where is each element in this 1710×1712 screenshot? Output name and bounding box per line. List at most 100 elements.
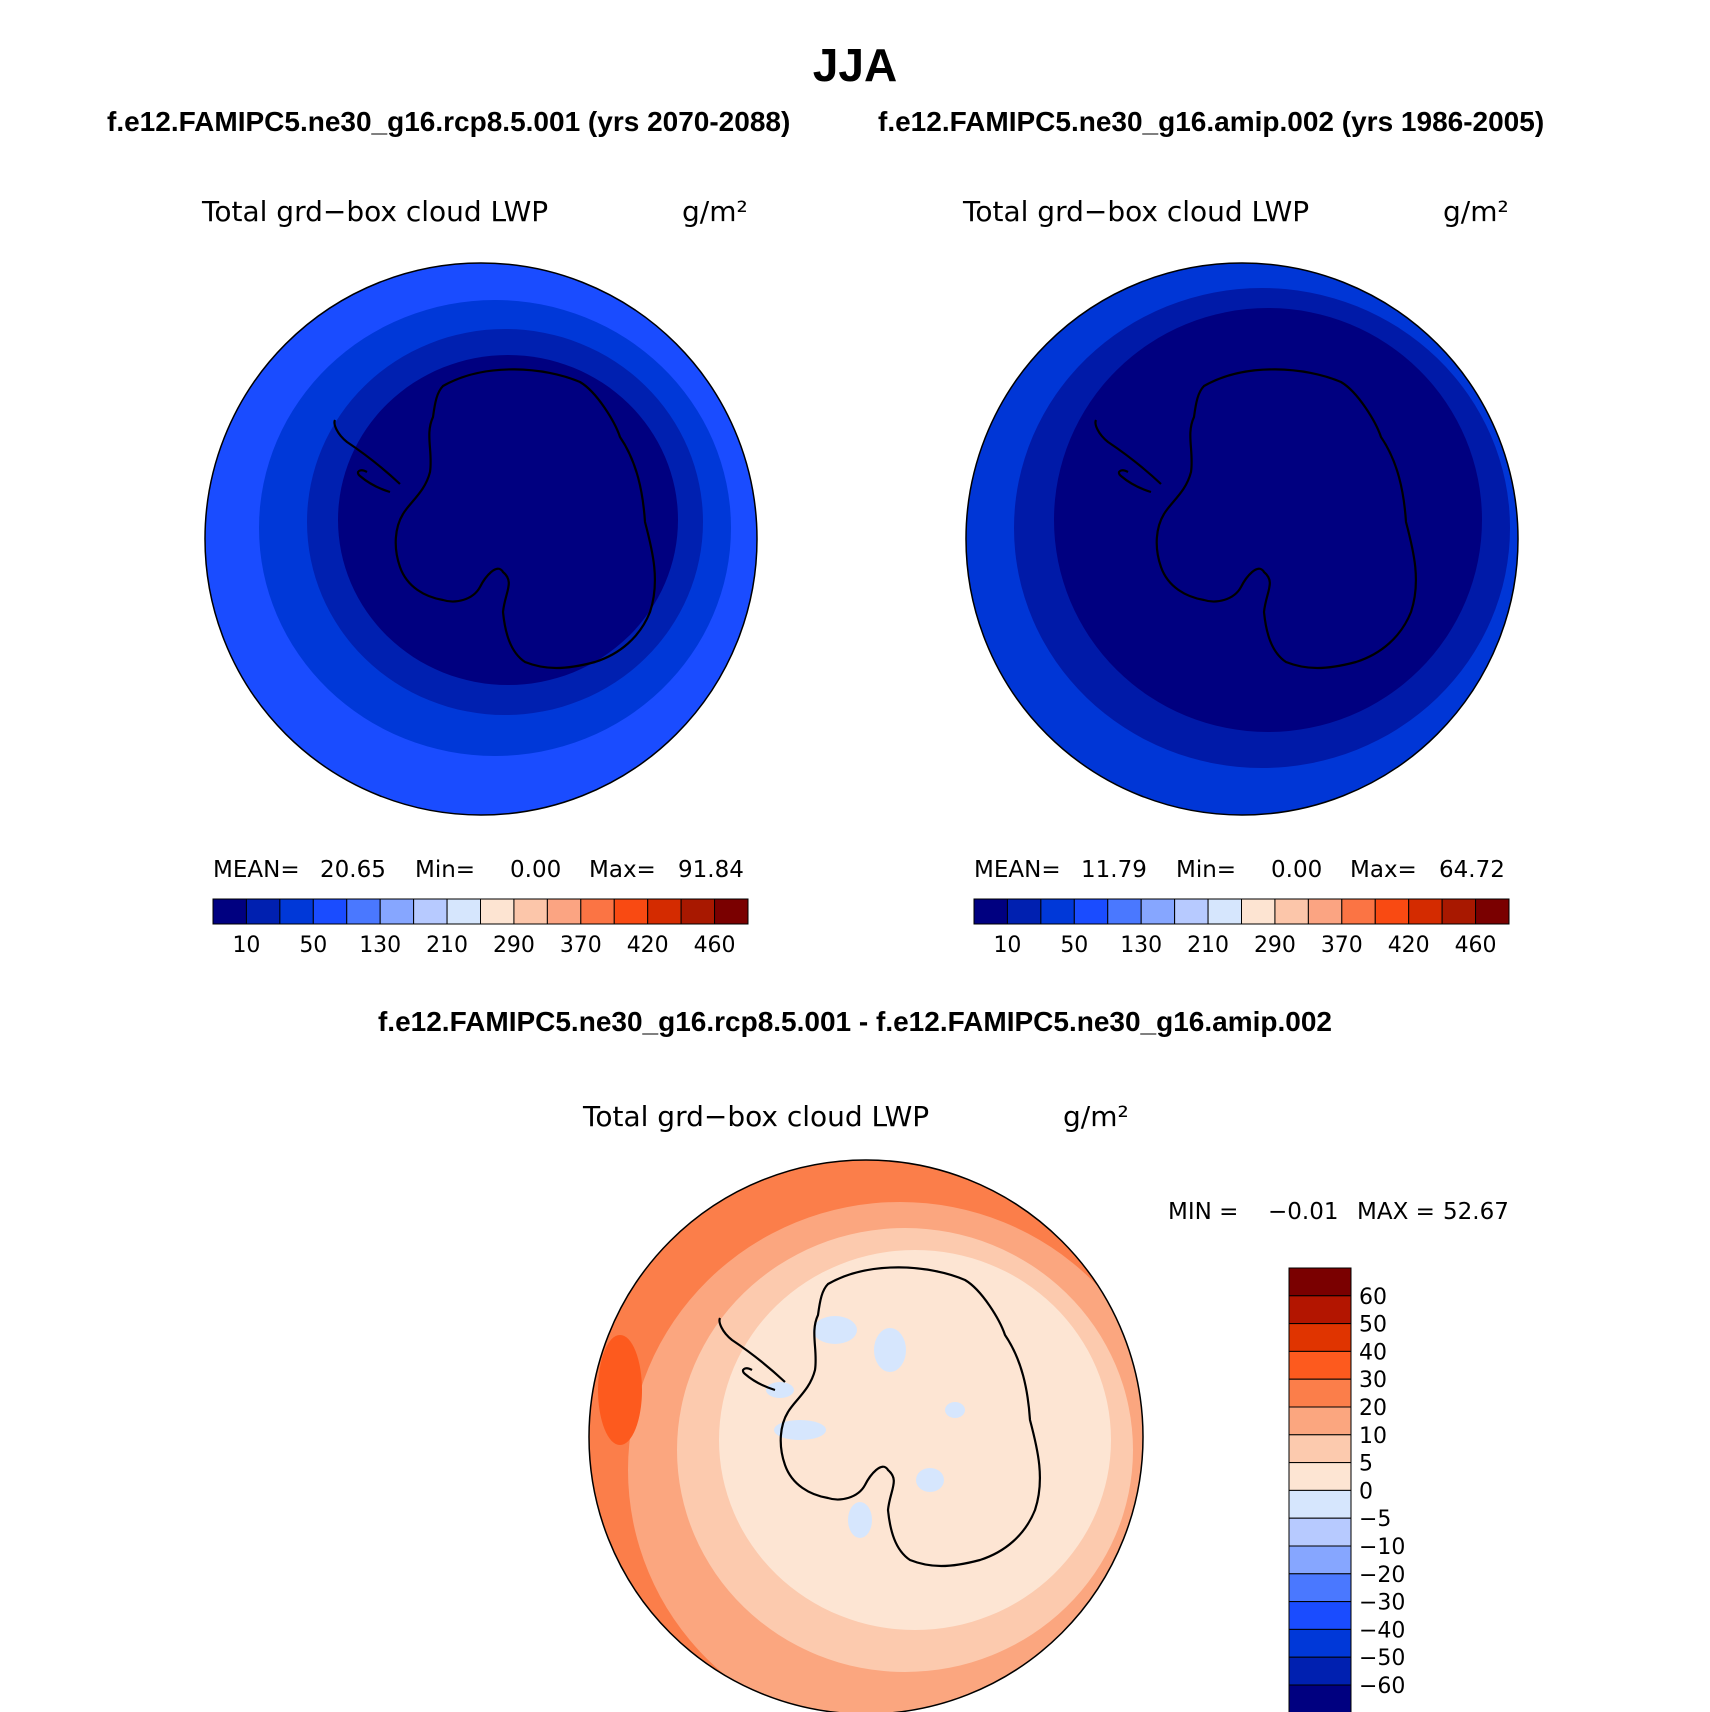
panel1-colorbar-tick-label: 460	[694, 933, 736, 958]
panel1-colorbar-box	[346, 898, 381, 925]
difference-colorbar-box	[1288, 1406, 1352, 1436]
panel2-mean-label: MEAN=	[974, 857, 1061, 883]
panel1-colorbar-box	[714, 898, 749, 925]
difference-colorbar-tick-label: 40	[1359, 1340, 1387, 1365]
panel1-colorbar-box	[279, 898, 314, 925]
panel2-colorbar-box	[1408, 898, 1443, 925]
panel1-mean-value: 20.65	[320, 857, 386, 883]
difference-colorbar-box	[1288, 1489, 1352, 1519]
panel2-colorbar-box	[1040, 898, 1075, 925]
difference-colorbar-tick-label: 10	[1359, 1424, 1387, 1449]
difference-colorbar-box	[1288, 1462, 1352, 1491]
panel2-colorbar-tick-label: 10	[993, 933, 1021, 958]
panel2-colorbar-box	[1475, 898, 1510, 925]
panel2-min-label: Min=	[1176, 857, 1237, 883]
case2-title: f.e12.FAMIPC5.ne30_g16.amip.002 (yrs 198…	[878, 106, 1545, 137]
panel1-colorbar-box	[312, 898, 348, 925]
panel1-mean-label: MEAN=	[213, 857, 300, 883]
difference-colorbar-box	[1288, 1545, 1352, 1575]
panel2-colorbar-box	[1107, 898, 1142, 925]
panel2-colorbar: 10 50 130 210 290 370 420 460	[973, 898, 1510, 958]
panel1-colorbar-tick-label: 210	[426, 933, 468, 958]
panel1-colorbar-box	[580, 898, 615, 925]
panel1-colorbar-box	[245, 898, 281, 925]
panel1-map	[204, 262, 758, 816]
panel1-colorbar-box	[413, 898, 448, 925]
panel2-colorbar-box	[1374, 898, 1410, 925]
panel1-colorbar-tick-label: 420	[627, 933, 669, 958]
panel2-colorbar-box	[1341, 898, 1376, 925]
difference-colorbar-tick-label: −20	[1359, 1563, 1405, 1588]
panel1-colorbar: 10 50 130 210 290 370 420 460	[212, 898, 749, 958]
panel2-max-value: 64.72	[1439, 857, 1505, 883]
panel1-colorbar-box	[379, 898, 415, 925]
difference-colorbar-tick-label: 60	[1359, 1285, 1387, 1310]
panel2-colorbar-tick-label: 130	[1120, 933, 1162, 958]
panel2-variable-name: Total grd−box cloud LWP	[963, 195, 1310, 228]
panel2-max-label: Max=	[1350, 857, 1417, 883]
panel2-map-border	[965, 262, 1519, 816]
difference-colorbar-tick-label: 0	[1359, 1479, 1373, 1504]
difference-colorbar-box	[1288, 1267, 1352, 1297]
panel3-min-label: MIN =	[1168, 1199, 1239, 1225]
panel1-colorbar-tick-label: 130	[359, 933, 401, 958]
panel1-variable-name: Total grd−box cloud LWP	[202, 195, 549, 228]
panel3-units: g/m²	[1063, 1100, 1129, 1133]
panel3-max-label: MAX =	[1357, 1199, 1435, 1225]
panel1-colorbar-tick-label: 10	[232, 933, 260, 958]
panel1-colorbar-tick-label: 50	[299, 933, 327, 958]
panel2-colorbar-box	[1140, 898, 1176, 925]
panel2-mean-value: 11.79	[1081, 857, 1147, 883]
panel1-colorbar-box	[212, 898, 247, 925]
difference-colorbar-box	[1288, 1573, 1352, 1603]
panel1-colorbar-box	[680, 898, 716, 925]
difference-colorbar-box	[1288, 1378, 1352, 1408]
panel3-map	[588, 1159, 1144, 1712]
panel2-colorbar-tick-label: 420	[1388, 933, 1430, 958]
panel1-map-border	[204, 262, 758, 816]
panel3-band-0-5	[719, 1250, 1111, 1630]
panel2-units: g/m²	[1443, 195, 1509, 228]
panel3-variable-name: Total grd−box cloud LWP	[583, 1100, 930, 1133]
panel3-max-value: 52.67	[1443, 1199, 1509, 1225]
panel1-max-label: Max=	[589, 857, 656, 883]
difference-colorbar-box	[1288, 1656, 1352, 1686]
panel1-min-value: 0.00	[510, 857, 562, 883]
difference-colorbar-box	[1288, 1350, 1352, 1380]
difference-colorbar-box	[1288, 1434, 1352, 1464]
panel1-units: g/m²	[682, 195, 748, 228]
panel2-colorbar-tick-label: 50	[1060, 933, 1088, 958]
panel2-band-0	[1054, 308, 1482, 732]
panel2-map	[965, 262, 1519, 816]
difference-colorbar-box	[1288, 1601, 1352, 1630]
panel2-colorbar-box	[973, 898, 1008, 925]
difference-colorbar-box	[1288, 1323, 1352, 1352]
main-title: JJA	[812, 39, 898, 91]
panel3-max-patch	[598, 1335, 642, 1445]
panel1-colorbar-tick-label: 290	[493, 933, 535, 958]
difference-colorbar-box	[1288, 1684, 1352, 1712]
panel1-band-0	[338, 355, 678, 685]
panel1-colorbar-box	[647, 898, 682, 925]
difference-colorbar-tick-label: 30	[1359, 1368, 1387, 1393]
panel1-colorbar-box	[446, 898, 481, 925]
difference-colorbar-tick-label: −50	[1359, 1646, 1405, 1671]
panel2-colorbar-box	[1307, 898, 1343, 925]
panel2-colorbar-box	[1241, 898, 1276, 925]
case1-title: f.e12.FAMIPC5.ne30_g16.rcp8.5.001 (yrs 2…	[107, 106, 791, 137]
difference-colorbar-tick-label: 5	[1359, 1452, 1373, 1477]
difference-colorbar-tick-label: −10	[1359, 1535, 1405, 1560]
panel1-colorbar-box	[480, 898, 515, 925]
panel2-colorbar-tick-label: 210	[1187, 933, 1229, 958]
difference-colorbar-tick-label: 50	[1359, 1313, 1387, 1338]
panel2-min-value: 0.00	[1271, 857, 1323, 883]
difference-colorbar-box	[1288, 1517, 1352, 1547]
panel3-negative-patches	[766, 1316, 965, 1538]
panel1-colorbar-box	[613, 898, 649, 925]
panel3-min-value: −0.01	[1268, 1199, 1339, 1225]
panel1-colorbar-box	[546, 898, 582, 925]
panel2-colorbar-tick-label: 460	[1455, 933, 1497, 958]
panel2-colorbar-box	[1073, 898, 1109, 925]
panel1-colorbar-box	[513, 898, 548, 925]
